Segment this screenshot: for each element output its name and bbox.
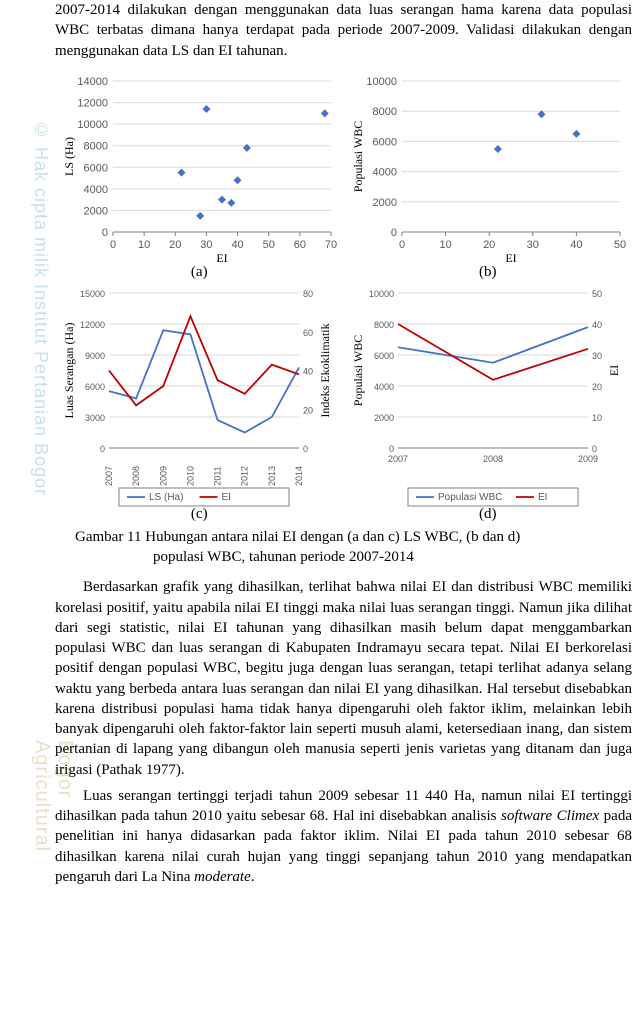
chart-b-cell: 0 2000 4000 6000 8000 10000 0 10 20 30 40 50 EI Popul… bbox=[344, 71, 633, 281]
chart-d: 0 2000 4000 6000 8000 10000 0 10 20 30 40 50 2007 200… bbox=[348, 283, 628, 508]
intro-paragraph: 2007-2014 dilakukan dengan menggunakan d… bbox=[55, 0, 632, 61]
svg-text:6000: 6000 bbox=[84, 162, 108, 174]
figure-grid: 0200040006000800010000120001400001020304… bbox=[55, 71, 632, 523]
svg-text:6000: 6000 bbox=[372, 136, 396, 148]
chart-a: 0 2000 4000 6000 8000 10000 12000 14000 0 10 20 30 4… bbox=[59, 71, 339, 266]
svg-text:2007: 2007 bbox=[388, 454, 408, 464]
svg-text:0: 0 bbox=[399, 239, 405, 251]
chart-a-cell: 0 2000 4000 6000 8000 10000 12000 14000 0 10 20 30 4… bbox=[55, 71, 344, 281]
svg-text:2007: 2007 bbox=[104, 466, 114, 486]
svg-text:Populasi WBC: Populasi WBC bbox=[351, 121, 365, 192]
svg-text:Luas Serangan (Ha): Luas Serangan (Ha) bbox=[62, 322, 76, 418]
svg-text:2013: 2013 bbox=[267, 466, 277, 486]
svg-text:12000: 12000 bbox=[78, 97, 109, 109]
svg-text:80: 80 bbox=[303, 289, 313, 299]
svg-text:50: 50 bbox=[263, 239, 275, 251]
svg-text:6000: 6000 bbox=[85, 382, 105, 392]
svg-text:Populasi WBC: Populasi WBC bbox=[351, 335, 365, 406]
svg-text:30: 30 bbox=[592, 351, 602, 361]
svg-text:2008: 2008 bbox=[131, 466, 141, 486]
caption-line2: populasi WBC, tahunan periode 2007-2014 bbox=[75, 547, 632, 567]
svg-text:40: 40 bbox=[592, 320, 602, 330]
svg-text:8000: 8000 bbox=[372, 106, 396, 118]
svg-text:10000: 10000 bbox=[78, 119, 109, 131]
svg-text:2014: 2014 bbox=[294, 466, 304, 486]
svg-text:2008: 2008 bbox=[483, 454, 503, 464]
svg-text:40: 40 bbox=[570, 239, 582, 251]
svg-text:Indeks Ekoklimatik: Indeks Ekoklimatik bbox=[318, 323, 332, 417]
svg-text:50: 50 bbox=[592, 289, 602, 299]
svg-text:15000: 15000 bbox=[80, 289, 105, 299]
svg-text:20: 20 bbox=[169, 239, 181, 251]
svg-text:3000: 3000 bbox=[85, 413, 105, 423]
svg-text:0: 0 bbox=[102, 227, 108, 239]
chart-c-cell: 0 3000 6000 9000 12000 15000 0 20 40 60 80 2007 2008… bbox=[55, 283, 344, 523]
body-paragraph-1: Berdasarkan grafik yang dihasilkan, terl… bbox=[55, 577, 632, 780]
svg-text:50: 50 bbox=[614, 239, 626, 251]
svg-text:LS (Ha): LS (Ha) bbox=[149, 492, 183, 503]
sublabel-a: (a) bbox=[55, 264, 344, 281]
sublabel-c: (c) bbox=[55, 506, 344, 523]
svg-text:0: 0 bbox=[592, 444, 597, 454]
caption-line1: Gambar 11 Hubungan antara nilai EI denga… bbox=[75, 527, 632, 547]
svg-text:4000: 4000 bbox=[84, 184, 108, 196]
svg-text:10000: 10000 bbox=[366, 76, 397, 88]
p2-part-b: software Climex bbox=[501, 808, 599, 824]
svg-text:30: 30 bbox=[201, 239, 213, 251]
svg-text:20: 20 bbox=[483, 239, 495, 251]
svg-text:0: 0 bbox=[110, 239, 116, 251]
page-content: 2007-2014 dilakukan dengan menggunakan d… bbox=[0, 0, 642, 887]
svg-text:40: 40 bbox=[303, 366, 313, 376]
svg-text:8000: 8000 bbox=[374, 320, 394, 330]
body-paragraph-2: Luas serangan tertinggi terjadi tahun 20… bbox=[55, 786, 632, 887]
svg-text:10000: 10000 bbox=[369, 289, 394, 299]
svg-text:4000: 4000 bbox=[374, 382, 394, 392]
svg-text:0: 0 bbox=[100, 444, 105, 454]
svg-text:EI: EI bbox=[222, 492, 231, 503]
sublabel-d: (d) bbox=[344, 506, 633, 523]
svg-text:0: 0 bbox=[303, 444, 308, 454]
svg-text:2009: 2009 bbox=[578, 454, 598, 464]
chart-row-1: 0200040006000800010000120001400001020304… bbox=[55, 71, 632, 281]
svg-text:LS (Ha): LS (Ha) bbox=[62, 137, 76, 176]
svg-text:2010: 2010 bbox=[186, 466, 196, 486]
svg-text:30: 30 bbox=[526, 239, 538, 251]
figure-caption: Gambar 11 Hubungan antara nilai EI denga… bbox=[75, 527, 632, 568]
svg-text:2000: 2000 bbox=[84, 205, 108, 217]
svg-text:10: 10 bbox=[439, 239, 451, 251]
sublabel-b: (b) bbox=[344, 264, 633, 281]
chart-row-2: 0300060009000120001500002040608020072008… bbox=[55, 283, 632, 523]
chart-b: 0 2000 4000 6000 8000 10000 0 10 20 30 40 50 EI Popul… bbox=[348, 71, 628, 266]
p2-part-d: moderate bbox=[194, 869, 251, 885]
svg-text:4000: 4000 bbox=[372, 166, 396, 178]
intro-line1: 2007-2014 dilakukan dengan menggunakan d… bbox=[55, 2, 574, 18]
svg-text:2012: 2012 bbox=[240, 466, 250, 486]
svg-text:60: 60 bbox=[294, 239, 306, 251]
svg-text:12000: 12000 bbox=[80, 320, 105, 330]
svg-text:9000: 9000 bbox=[85, 351, 105, 361]
svg-text:14000: 14000 bbox=[78, 76, 109, 88]
chart-c: 0 3000 6000 9000 12000 15000 0 20 40 60 80 2007 2008… bbox=[59, 283, 339, 508]
svg-text:0: 0 bbox=[391, 227, 397, 239]
svg-text:70: 70 bbox=[325, 239, 337, 251]
svg-text:2009: 2009 bbox=[159, 466, 169, 486]
svg-text:2000: 2000 bbox=[372, 197, 396, 209]
svg-text:10: 10 bbox=[138, 239, 150, 251]
chart-d-cell: 0 2000 4000 6000 8000 10000 0 10 20 30 40 50 2007 200… bbox=[344, 283, 633, 523]
svg-text:2011: 2011 bbox=[213, 466, 223, 485]
svg-text:10: 10 bbox=[592, 413, 602, 423]
svg-text:EI: EI bbox=[217, 251, 228, 265]
svg-text:20: 20 bbox=[592, 382, 602, 392]
svg-text:0: 0 bbox=[389, 444, 394, 454]
svg-text:EI: EI bbox=[538, 492, 547, 503]
svg-text:8000: 8000 bbox=[84, 140, 108, 152]
svg-text:EI: EI bbox=[505, 251, 516, 265]
svg-text:6000: 6000 bbox=[374, 351, 394, 361]
svg-text:20: 20 bbox=[303, 405, 313, 415]
svg-text:60: 60 bbox=[303, 328, 313, 338]
svg-text:2000: 2000 bbox=[374, 413, 394, 423]
svg-text:40: 40 bbox=[232, 239, 244, 251]
svg-text:Populasi WBC: Populasi WBC bbox=[438, 492, 502, 503]
svg-text:EI: EI bbox=[607, 365, 621, 376]
